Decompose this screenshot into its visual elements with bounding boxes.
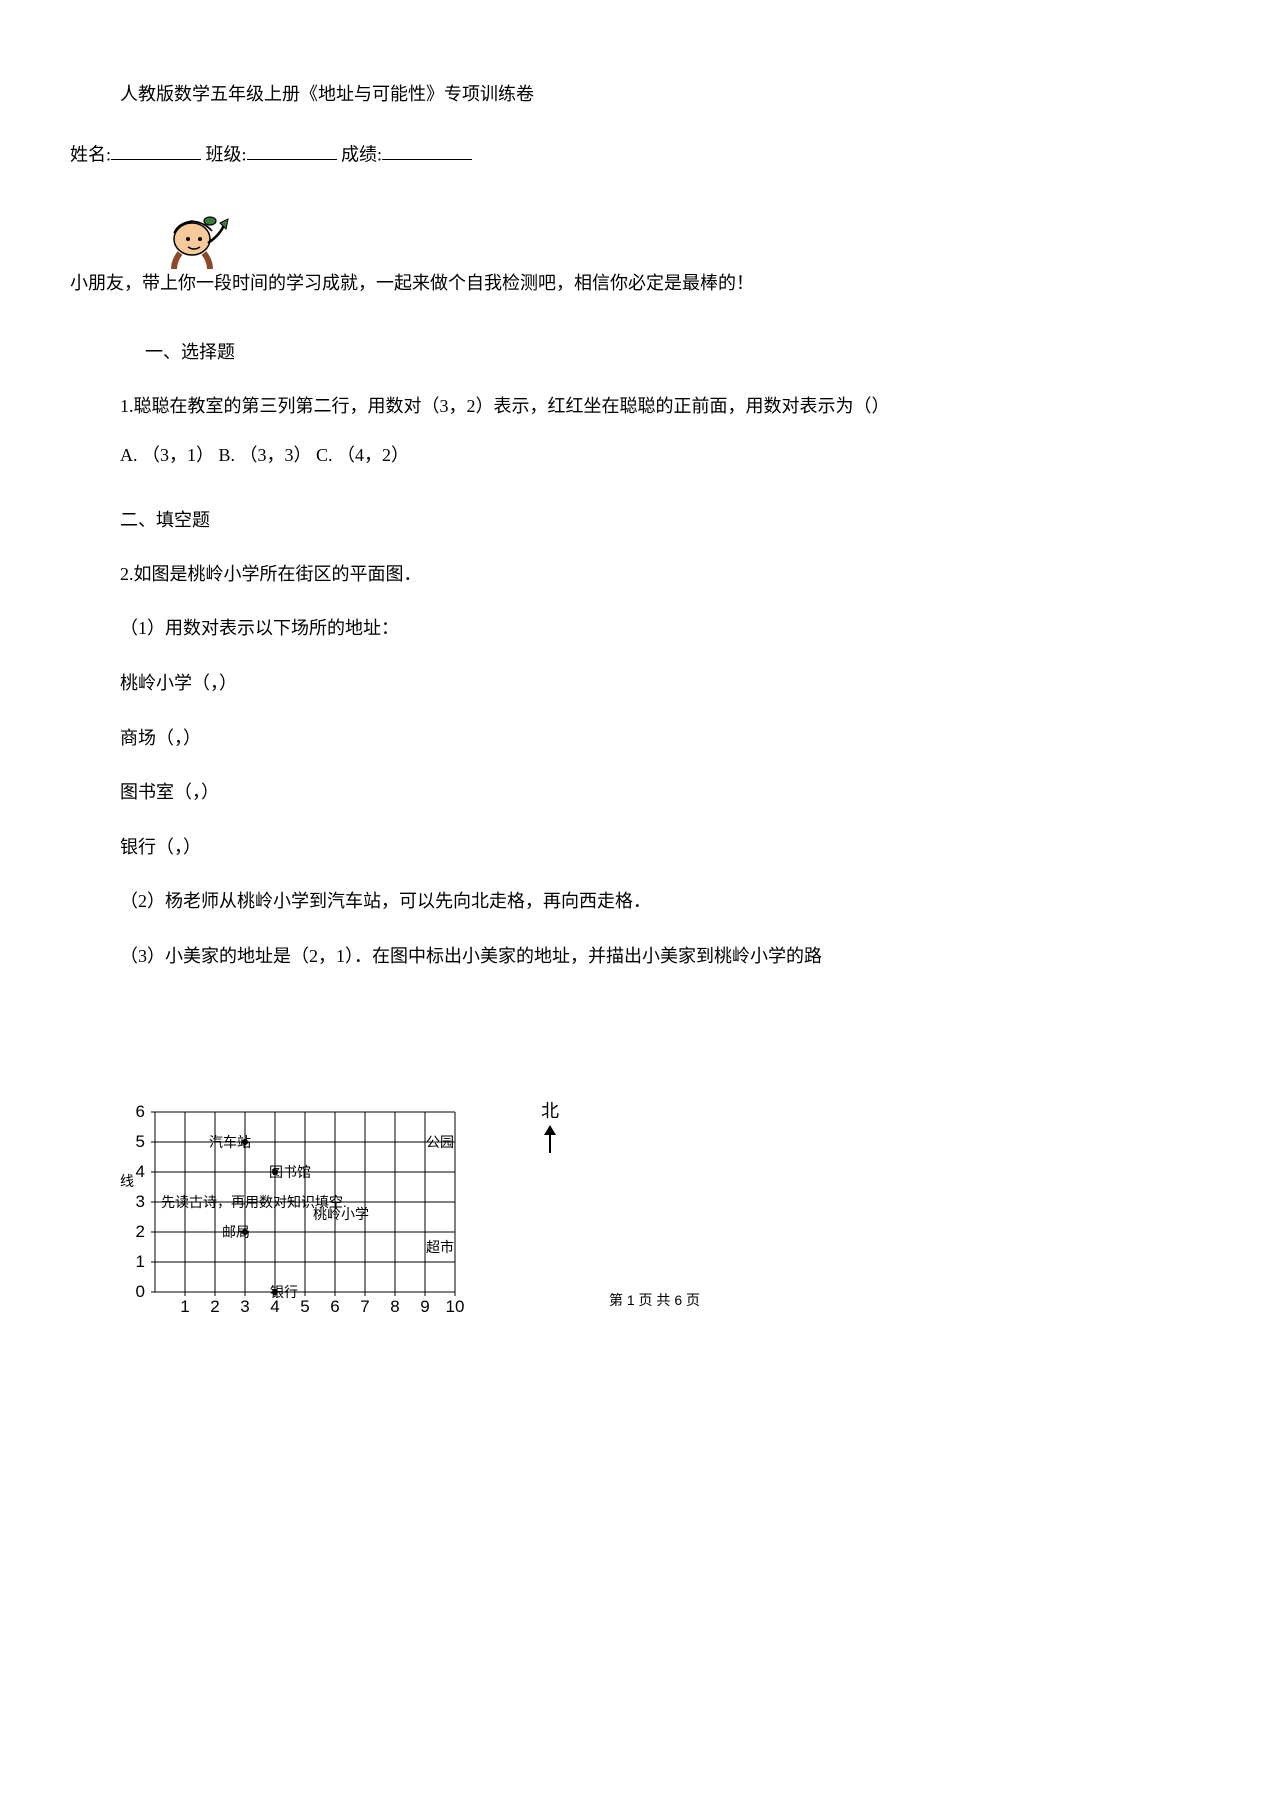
score-label: 成绩: (341, 144, 382, 164)
question-1: 1.聪聪在教室的第三列第二行，用数对（3，2）表示，红红坐在聪聪的正前面，用数对… (120, 387, 1204, 476)
svg-text:图书馆: 图书馆 (269, 1165, 311, 1181)
name-blank[interactable] (111, 139, 201, 161)
q2-part2: （2）杨老师从桃岭小学到汽车站，可以先向北走格，再向西走格． (120, 882, 1204, 922)
svg-text:3: 3 (240, 1297, 249, 1316)
svg-text:超市: 超市 (426, 1239, 454, 1256)
question-2: 2.如图是桃岭小学所在街区的平面图． （1）用数对表示以下场所的地址： 桃岭小学… (120, 555, 1204, 977)
svg-text:1: 1 (180, 1297, 189, 1316)
q2-line-taoshan: 桃岭小学（，） (120, 664, 1204, 704)
class-blank[interactable] (247, 139, 337, 161)
north-indicator: 北 (540, 1097, 560, 1156)
mascot-icon (150, 199, 235, 269)
svg-text:6: 6 (136, 1102, 145, 1121)
class-label: 班级: (206, 144, 247, 164)
encourage-block: 小朋友，带上你一段时间的学习成就，一起来做个自我检测吧，相信你必定是最棒的！ (70, 199, 1204, 298)
svg-text:1: 1 (136, 1252, 145, 1271)
pager-current: 1 (627, 1292, 635, 1308)
pager-suf: 页 (682, 1292, 700, 1308)
q1-option-c[interactable]: C. （4，2） (316, 445, 409, 465)
q2-stem: 2.如图是桃岭小学所在街区的平面图． (120, 555, 1204, 595)
name-label: 姓名: (70, 144, 111, 164)
encourage-text: 小朋友，带上你一段时间的学习成就，一起来做个自我检测吧，相信你必定是最棒的！ (70, 269, 1204, 298)
svg-text:4: 4 (136, 1162, 145, 1181)
grid-svg: 0123456线12345678910汽车站图书馆公园邮局桃岭小学超市银行先读古… (120, 1097, 510, 1317)
svg-text:邮局: 邮局 (222, 1225, 250, 1241)
svg-text:9: 9 (420, 1297, 429, 1316)
student-info-line: 姓名: 班级: 成绩: (70, 139, 1204, 169)
score-blank[interactable] (382, 139, 472, 161)
svg-text:2: 2 (136, 1222, 145, 1241)
q1-option-b[interactable]: B. （3，3） (219, 445, 312, 465)
svg-text:汽车站: 汽车站 (209, 1134, 251, 1151)
svg-text:5: 5 (300, 1297, 309, 1316)
section-1-heading: 一、选择题 (145, 338, 1204, 367)
pager-pre: 第 (609, 1292, 627, 1308)
svg-text:3: 3 (136, 1192, 145, 1211)
page-indicator: 第 1 页 共 6 页 (609, 1289, 700, 1311)
q2-line-bank: 银行（，） (120, 828, 1204, 868)
pager-total: 6 (674, 1292, 682, 1308)
svg-text:5: 5 (136, 1132, 145, 1151)
q2-line-library: 图书室（，） (120, 773, 1204, 813)
q2-part1: （1）用数对表示以下场所的地址： (120, 609, 1204, 649)
svg-text:先读古诗，再用数对知识填空.: 先读古诗，再用数对知识填空. (161, 1194, 347, 1211)
svg-text:2: 2 (210, 1297, 219, 1316)
svg-text:7: 7 (360, 1297, 369, 1316)
q1-option-a[interactable]: A. （3，1） (120, 445, 214, 465)
north-label: 北 (540, 1097, 560, 1126)
pager-mid: 页 共 (635, 1292, 675, 1308)
north-arrow-icon (540, 1125, 560, 1155)
svg-text:公园: 公园 (426, 1136, 454, 1151)
svg-text:线: 线 (120, 1174, 134, 1190)
exam-title: 人教版数学五年级上册《地址与可能性》专项训练卷 (120, 80, 1204, 109)
q1-stem: 1.聪聪在教室的第三列第二行，用数对（3，2）表示，红红坐在聪聪的正前面，用数对… (120, 387, 1204, 427)
section-2-heading: 二、填空题 (120, 506, 1204, 535)
q2-part3: （3）小美家的地址是（2，1）．在图中标出小美家的地址，并描出小美家到桃岭小学的… (120, 937, 1204, 977)
svg-text:银行: 银行 (270, 1285, 298, 1301)
svg-text:8: 8 (390, 1297, 399, 1316)
svg-text:6: 6 (330, 1297, 339, 1316)
svg-text:0: 0 (136, 1282, 145, 1301)
q2-line-mall: 商场（，） (120, 719, 1204, 759)
map-chart: 0123456线12345678910汽车站图书馆公园邮局桃岭小学超市银行先读古… (120, 1097, 510, 1317)
svg-text:10: 10 (446, 1297, 465, 1316)
